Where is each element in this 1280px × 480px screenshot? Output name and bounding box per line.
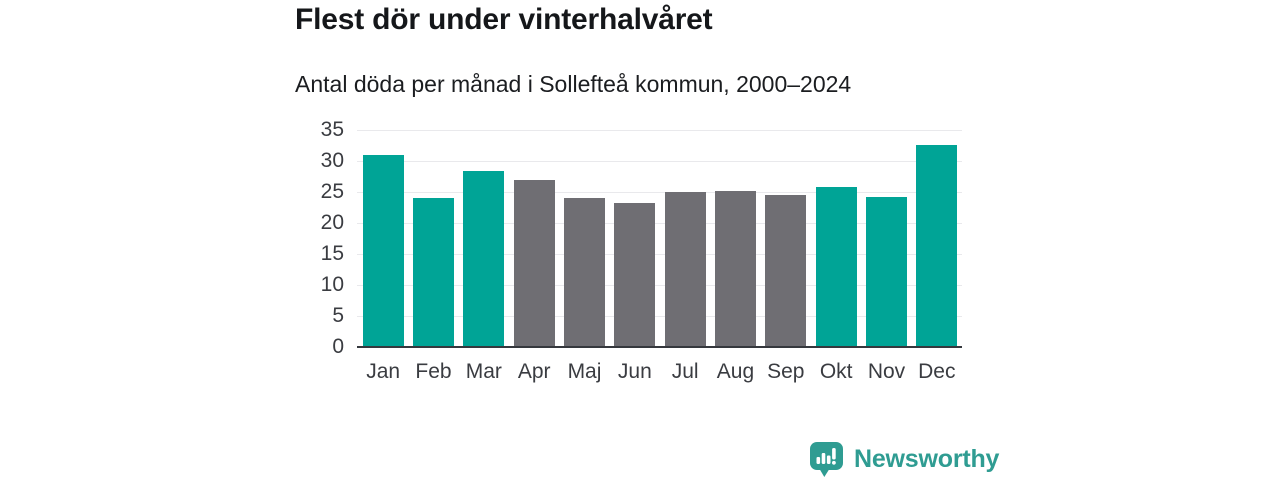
y-axis-tick-label-15: 15 bbox=[320, 242, 344, 265]
bar-aug bbox=[715, 190, 756, 347]
y-axis-tick-label-35: 35 bbox=[320, 118, 344, 141]
gridline-y-35 bbox=[357, 130, 962, 131]
bar-jul bbox=[664, 192, 706, 347]
bar-maj bbox=[564, 198, 605, 347]
x-axis-tick-label-jul: Jul bbox=[671, 360, 699, 383]
bar-feb bbox=[413, 198, 454, 347]
x-axis-tick-label-apr: Apr bbox=[517, 360, 551, 383]
x-axis-tick-label-feb: Feb bbox=[415, 360, 452, 383]
bar-jun bbox=[614, 203, 656, 347]
y-axis-tick-label-20: 20 bbox=[320, 211, 344, 234]
y-axis-tick-label-10: 10 bbox=[320, 273, 344, 296]
x-axis-tick-label-maj: Maj bbox=[567, 360, 602, 383]
x-axis-tick-label-okt: Okt bbox=[819, 360, 853, 383]
x-axis-tick-label-jun: Jun bbox=[617, 360, 652, 383]
y-axis-tick-label-30: 30 bbox=[320, 149, 344, 172]
gridline-y-15 bbox=[357, 254, 962, 255]
gridline-y-25 bbox=[357, 192, 962, 193]
newsworthy-brand-text: Newsworthy bbox=[854, 444, 1000, 473]
bar-jan bbox=[362, 154, 404, 347]
bar-apr bbox=[513, 180, 555, 347]
x-axis-tick-label-mar: Mar bbox=[465, 360, 502, 383]
chart-title: Flest dör under vinterhalvåret bbox=[295, 3, 713, 36]
x-axis-tick-label-dec: Dec bbox=[918, 360, 956, 383]
y-axis-tick-label-25: 25 bbox=[320, 180, 344, 203]
bar-mar bbox=[463, 170, 505, 347]
newsworthy-logo-icon bbox=[810, 442, 843, 477]
x-axis-tick-label-jan: Jan bbox=[366, 360, 401, 383]
x-axis-tick-label-nov: Nov bbox=[867, 360, 906, 383]
chart-subtitle: Antal döda per månad i Sollefteå kommun,… bbox=[295, 71, 852, 97]
newsworthy-brand: Newsworthy bbox=[808, 440, 999, 478]
bar-sep bbox=[765, 195, 807, 347]
bar-nov bbox=[866, 196, 907, 347]
y-axis-tick-label-5: 5 bbox=[332, 304, 344, 327]
gridline-y-5 bbox=[357, 316, 962, 317]
gridline-y-20 bbox=[357, 223, 962, 224]
x-axis-line bbox=[357, 346, 962, 348]
gridline-y-10 bbox=[357, 285, 962, 286]
x-axis-tick-label-aug: Aug bbox=[716, 360, 755, 383]
bar-okt bbox=[815, 187, 857, 347]
gridline-y-30 bbox=[357, 161, 962, 162]
y-axis-tick-label-0: 0 bbox=[332, 335, 344, 358]
x-axis-tick-label-sep: Sep bbox=[767, 360, 805, 383]
bar-dec bbox=[916, 144, 958, 347]
